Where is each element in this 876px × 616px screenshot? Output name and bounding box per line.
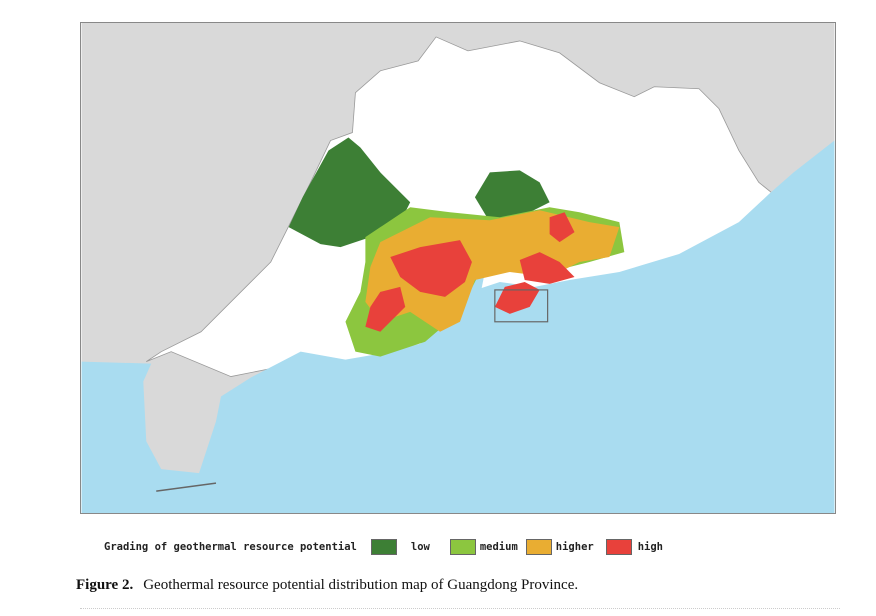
legend-item-higher: higher xyxy=(525,539,600,555)
legend-swatch xyxy=(370,539,397,555)
legend-label: high xyxy=(637,541,664,553)
zone-high xyxy=(519,252,575,284)
zone-higher xyxy=(365,210,620,332)
legend-label: medium xyxy=(479,541,518,553)
legend-swatch xyxy=(449,539,476,555)
legend-title: Grading of geothermal resource potential xyxy=(104,541,357,553)
divider xyxy=(80,608,840,609)
geothermal-map xyxy=(80,22,836,514)
zone-high xyxy=(549,212,575,243)
legend-label: higher xyxy=(555,541,594,553)
caption-text: Geothermal resource potential distributi… xyxy=(143,577,579,593)
zone-high xyxy=(390,240,472,297)
legend: Grading of geothermal resource potential… xyxy=(104,538,683,556)
zone-low xyxy=(474,170,550,223)
legend-item-low: low xyxy=(370,539,444,555)
figure-label: Figure 2. xyxy=(76,577,134,593)
hong-kong-inset-box xyxy=(494,289,549,323)
figure-caption: Figure 2. Geothermal resource potential d… xyxy=(76,577,578,594)
zone-low xyxy=(288,137,411,248)
legend-item-high: high xyxy=(605,539,677,555)
sea xyxy=(81,140,835,513)
legend-swatch xyxy=(605,539,632,555)
legend-item-medium: medium xyxy=(449,539,520,555)
legend-label: low xyxy=(410,541,430,553)
boundary-line xyxy=(156,482,217,492)
legend-swatch xyxy=(525,539,552,555)
zone-high xyxy=(365,286,406,332)
